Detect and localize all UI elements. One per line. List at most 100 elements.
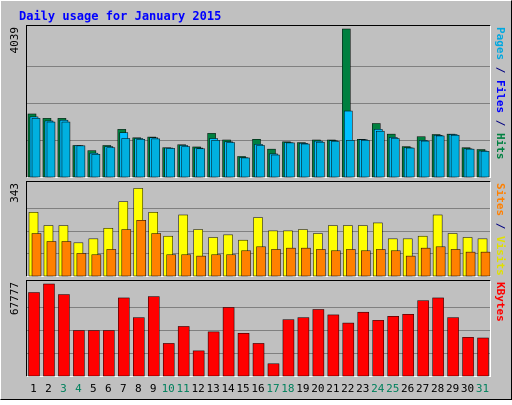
- day-label-20: 20: [311, 382, 324, 395]
- bar-sites-day-30: [465, 251, 476, 277]
- bar-sites-day-11: [181, 254, 191, 277]
- day-label-8: 8: [135, 382, 142, 395]
- day-label-17: 17: [266, 382, 279, 395]
- bar-pages-day-20: [316, 141, 325, 178]
- bar-kbytes-day-11: [177, 326, 190, 377]
- bar-kbytes-day-18: [282, 319, 295, 377]
- bar-kbytes-day-10: [162, 343, 175, 377]
- bar-pages-day-22: [346, 140, 355, 178]
- bar-kbytes-day-30: [462, 337, 474, 377]
- bar-sites-day-24: [376, 249, 386, 277]
- chart-panels: 4039 Pages / Files / Hits 343 Sites / Visit…: [8, 25, 507, 377]
- bar-pages-day-24: [376, 130, 385, 178]
- legend-part: Hits: [494, 133, 507, 160]
- bar-kbytes-day-12: [192, 350, 205, 377]
- day-label-28: 28: [431, 382, 444, 395]
- bar-pages-day-29: [450, 134, 460, 178]
- bar-sites-day-8: [136, 220, 147, 277]
- bar-kbytes-day-5: [88, 330, 100, 377]
- legend-part: Sites: [494, 183, 507, 216]
- bar-pages-day-18: [286, 142, 295, 178]
- bar-pages-day-21: [331, 141, 340, 178]
- bar-sites-day-19: [301, 247, 311, 277]
- right-legend-label: Sites / Visits: [494, 183, 507, 276]
- day-label-27: 27: [416, 382, 429, 395]
- bar-sites-day-13: [211, 254, 221, 277]
- day-label-7: 7: [120, 382, 127, 395]
- legend-part: /: [494, 113, 507, 133]
- day-label-3: 3: [60, 382, 67, 395]
- day-label-18: 18: [281, 382, 294, 395]
- right-legend-label: Pages / Files / Hits: [494, 27, 507, 160]
- day-label-1: 1: [30, 382, 37, 395]
- bar-kbytes-day-29: [447, 317, 459, 377]
- bar-pages-day-30: [465, 148, 475, 178]
- day-label-2: 2: [45, 382, 52, 395]
- bar-kbytes-day-15: [237, 332, 250, 377]
- day-label-9: 9: [150, 382, 157, 395]
- bar-sites-day-18: [286, 247, 296, 277]
- bars: [27, 28, 490, 178]
- bar-pages-day-14: [226, 142, 235, 178]
- day-label-14: 14: [221, 382, 235, 395]
- plot-border-dark: [26, 25, 491, 178]
- day-label-24: 24: [371, 382, 385, 395]
- bar-kbytes-day-22: [342, 322, 355, 377]
- bar-sites-day-20: [316, 249, 326, 277]
- bar-kbytes-day-14: [222, 307, 235, 377]
- day-label-4: 4: [75, 382, 82, 395]
- day-label-13: 13: [206, 382, 219, 395]
- bar-sites-day-1: [31, 233, 42, 277]
- bar-pages-day-1: [31, 118, 41, 178]
- bar-pages-day-3: [61, 121, 71, 178]
- day-label-29: 29: [446, 382, 459, 395]
- bar-pages-day-15: [241, 157, 250, 178]
- bar-pages-day-5: [91, 154, 101, 178]
- bar-sites-day-17: [271, 249, 281, 277]
- bar-kbytes-day-31: [477, 337, 489, 377]
- bar-pages-day-26: [405, 147, 415, 178]
- bar-sites-day-4: [76, 253, 87, 277]
- y-max-label: 343: [8, 183, 21, 203]
- bar-pages-day-16: [256, 145, 265, 178]
- day-label-15: 15: [236, 382, 249, 395]
- bar-pages-day-9: [151, 138, 160, 178]
- bars: [28, 283, 489, 377]
- day-label-6: 6: [105, 382, 112, 395]
- bar-kbytes-day-6: [103, 330, 115, 377]
- bar-sites-day-29: [450, 249, 461, 277]
- panel-hits-files-pages: 4039 Pages / Files / Hits: [8, 25, 507, 178]
- legend-part: Files: [494, 80, 507, 113]
- plot-border-dark: [26, 280, 491, 377]
- legend-part: /: [494, 60, 507, 80]
- bar-pages-day-31: [480, 151, 490, 178]
- legend-part: KBytes: [494, 282, 507, 322]
- plot-border-light: [26, 181, 491, 277]
- bar-pages-day-10: [166, 148, 175, 178]
- panel-visits-sites: 343 Sites / Visits: [8, 181, 507, 277]
- bar-kbytes-day-21: [327, 314, 340, 377]
- bar-pages-day-23: [361, 140, 370, 178]
- bar-sites-day-25: [390, 250, 401, 277]
- bar-sites-day-9: [151, 233, 161, 277]
- bar-kbytes-day-20: [312, 309, 325, 377]
- bar-sites-day-26: [405, 255, 416, 277]
- bar-sites-day-2: [46, 241, 57, 277]
- bar-pages-day-4: [76, 145, 86, 178]
- bar-pages-day-7: [121, 138, 131, 178]
- bar-sites-day-6: [106, 249, 117, 277]
- bar-pages-day-27: [420, 140, 430, 178]
- bar-sites-day-7: [121, 229, 132, 277]
- day-label-25: 25: [386, 382, 399, 395]
- legend-part: /: [494, 216, 507, 236]
- bar-kbytes-day-8: [133, 317, 145, 377]
- legend-part: Pages: [494, 27, 507, 60]
- bar-pages-day-19: [301, 143, 310, 178]
- day-label-5: 5: [90, 382, 97, 395]
- bar-pages-day-13: [211, 140, 220, 178]
- day-labels: 1 2 3 4 5 6 7 8 9 10 11 12 13 14 15 16 17 18 19 20 21 22 23 24 2…: [30, 382, 489, 395]
- bar-kbytes-day-23: [357, 311, 370, 377]
- day-label-12: 12: [192, 382, 205, 395]
